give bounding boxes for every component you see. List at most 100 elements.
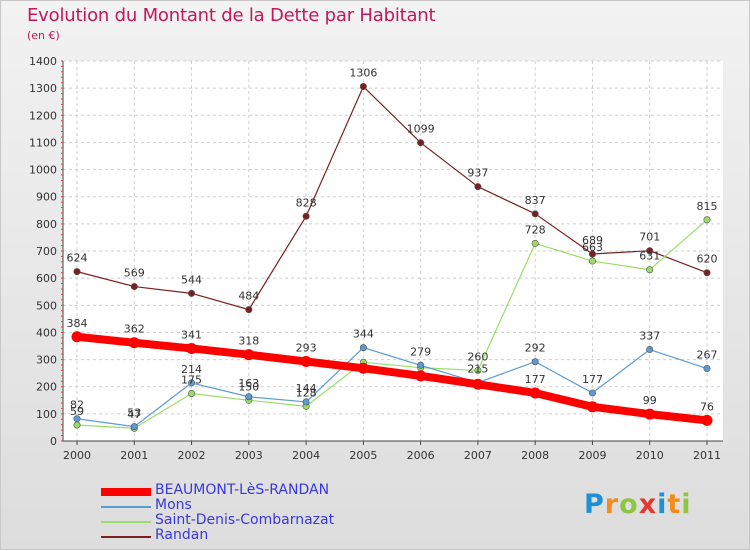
data-point: [646, 346, 654, 354]
data-point: [71, 331, 83, 343]
y-tick-label: 400: [36, 326, 57, 339]
data-label: 631: [639, 250, 660, 263]
data-label: 214: [181, 363, 202, 376]
y-tick-label: 1200: [29, 109, 57, 122]
data-point: [130, 283, 138, 291]
y-tick-label: 200: [36, 381, 57, 394]
data-point: [531, 210, 539, 218]
legend-label: Mons: [155, 497, 192, 513]
data-point: [529, 387, 541, 399]
y-tick-label: 1100: [29, 136, 57, 149]
y-tick-label: 900: [36, 191, 57, 204]
x-tick-label: 2001: [120, 449, 148, 462]
y-tick-label: 600: [36, 272, 57, 285]
data-point: [646, 266, 654, 274]
x-tick-label: 2004: [292, 449, 320, 462]
data-label: 362: [124, 323, 145, 336]
legend-swatch: [101, 488, 151, 496]
logo-letter: t: [667, 489, 682, 520]
data-label: 177: [582, 373, 603, 386]
logo-letter: P: [584, 489, 605, 520]
y-tick-label: 100: [36, 408, 57, 421]
x-tick-label: 2008: [521, 449, 549, 462]
legend-swatch: [101, 506, 151, 508]
data-label: 1306: [349, 67, 377, 80]
data-point: [415, 370, 427, 382]
data-label: 837: [525, 194, 546, 207]
x-tick-label: 2006: [407, 449, 435, 462]
chart-subtitle: (en €): [27, 29, 60, 42]
data-label: 384: [67, 317, 88, 330]
data-point: [417, 139, 425, 147]
data-label: 484: [238, 290, 259, 303]
data-label: 663: [582, 241, 603, 254]
data-label: 1099: [407, 123, 435, 136]
y-tick-label: 800: [36, 218, 57, 231]
x-tick-label: 2009: [578, 449, 606, 462]
logo-letter: o: [619, 489, 639, 520]
data-point: [531, 239, 539, 247]
x-tick-label: 2003: [235, 449, 263, 462]
data-point: [646, 247, 654, 255]
data-label: 163: [238, 377, 259, 390]
legend-swatch: [101, 536, 151, 538]
y-tick-label: 1000: [29, 164, 57, 177]
data-label: 569: [124, 267, 145, 280]
data-label: 344: [353, 328, 374, 341]
y-tick-label: 700: [36, 245, 57, 258]
data-label: 624: [67, 252, 88, 265]
data-label: 177: [525, 373, 546, 386]
data-label: 99: [643, 394, 657, 407]
logo-letter: x: [638, 489, 658, 520]
data-label: 318: [238, 335, 259, 348]
y-tick-label: 500: [36, 299, 57, 312]
data-label: 828: [296, 196, 317, 209]
data-label: 279: [410, 345, 431, 358]
y-tick-label: 0: [50, 435, 57, 448]
data-label: 267: [697, 349, 718, 362]
data-point: [73, 415, 81, 423]
x-tick-label: 2005: [349, 449, 377, 462]
data-point: [245, 393, 253, 401]
data-label: 215: [467, 363, 488, 376]
data-point: [245, 306, 253, 314]
data-point: [703, 216, 711, 224]
y-tick-label: 1400: [29, 55, 57, 68]
data-point: [417, 361, 425, 369]
proxiti-logo: Proxiti: [584, 489, 692, 520]
data-point: [701, 414, 713, 426]
x-tick-label: 2002: [178, 449, 206, 462]
data-label: 144: [296, 382, 317, 395]
series-line-0: [73, 332, 711, 425]
data-point: [186, 342, 198, 354]
data-label: 689: [582, 234, 603, 247]
data-point: [188, 289, 196, 297]
data-point: [588, 389, 596, 397]
series-line-2: [76, 219, 708, 429]
data-point: [703, 365, 711, 373]
data-point: [474, 366, 482, 374]
logo-letter: r: [604, 489, 620, 520]
data-label: 937: [467, 167, 488, 180]
x-tick-label: 2011: [693, 449, 721, 462]
data-point: [586, 401, 598, 413]
data-label: 544: [181, 273, 202, 286]
data-label: 341: [181, 328, 202, 341]
data-point: [188, 389, 196, 397]
data-point: [188, 379, 196, 387]
legend-label: Randan: [155, 527, 209, 543]
series-line-3: [76, 85, 708, 311]
y-tick-label: 300: [36, 354, 57, 367]
data-label: 47: [127, 408, 141, 421]
data-label: 293: [296, 341, 317, 354]
data-label: 337: [639, 330, 660, 343]
data-label: 260: [467, 350, 488, 363]
data-point: [703, 269, 711, 277]
data-point: [300, 355, 312, 367]
legend-label: Saint-Denis-Combarnazat: [155, 512, 335, 528]
data-label: 728: [525, 223, 546, 236]
data-point: [302, 212, 310, 220]
data-point: [73, 268, 81, 276]
data-point: [359, 83, 367, 91]
data-label: 815: [697, 200, 718, 213]
